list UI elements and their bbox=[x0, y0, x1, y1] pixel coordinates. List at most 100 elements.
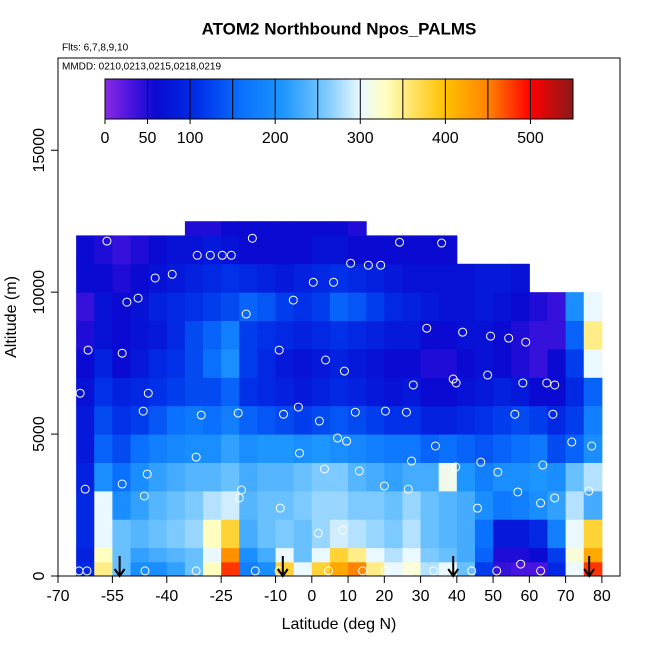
heat-cell bbox=[420, 434, 440, 463]
heat-cell bbox=[311, 235, 331, 265]
sample-point bbox=[133, 293, 143, 303]
sample-point bbox=[140, 566, 150, 576]
heat-cell bbox=[203, 292, 222, 322]
heat-cell bbox=[529, 519, 548, 549]
sample-point bbox=[548, 409, 558, 419]
heat-cell bbox=[438, 235, 458, 265]
sample-point bbox=[538, 460, 548, 470]
heat-cell bbox=[257, 561, 277, 576]
heat-cell bbox=[76, 348, 95, 378]
sample-point bbox=[346, 258, 356, 268]
heat-cell bbox=[348, 377, 367, 407]
heat-cell bbox=[166, 561, 186, 576]
subtitle: Flts: 6,7,8,9,10 bbox=[62, 43, 129, 54]
heat-cell bbox=[293, 348, 313, 378]
heat-cell bbox=[474, 348, 494, 378]
heat-cell bbox=[112, 235, 132, 265]
sample-point bbox=[380, 406, 390, 416]
heat-cell bbox=[203, 519, 222, 549]
heat-cell bbox=[148, 292, 168, 322]
heat-cell bbox=[474, 292, 494, 322]
heat-cell bbox=[366, 377, 385, 407]
heat-cell bbox=[493, 490, 512, 520]
heat-cell bbox=[311, 405, 331, 435]
heat-cell bbox=[565, 490, 585, 520]
sample-point bbox=[587, 441, 597, 451]
sample-point bbox=[117, 348, 127, 358]
heat-cell bbox=[366, 320, 385, 350]
heat-cell bbox=[166, 490, 186, 520]
heat-cell bbox=[293, 434, 313, 463]
heat-cell bbox=[493, 547, 512, 563]
heat-cell bbox=[94, 292, 113, 322]
heat-cell bbox=[130, 405, 150, 435]
heat-cell bbox=[474, 405, 494, 435]
heat-cell bbox=[583, 462, 603, 492]
heat-cell bbox=[166, 462, 186, 492]
heat-cell bbox=[438, 434, 458, 463]
heat-cell bbox=[94, 561, 113, 576]
heat-cell bbox=[203, 263, 222, 293]
x-tick-label: -55 bbox=[101, 588, 124, 605]
sample-point bbox=[82, 566, 92, 576]
heat-cell bbox=[112, 263, 132, 293]
heat-cell bbox=[511, 263, 530, 293]
heat-cell bbox=[565, 561, 585, 576]
sample-point bbox=[379, 481, 389, 491]
heat-cell bbox=[511, 490, 530, 520]
x-tick-label: 80 bbox=[593, 588, 611, 605]
heat-cell bbox=[184, 263, 204, 293]
heat-cell bbox=[366, 405, 385, 435]
heat-cell bbox=[184, 434, 204, 463]
sample-point bbox=[241, 309, 251, 319]
sample-point bbox=[403, 484, 413, 494]
sample-point bbox=[401, 407, 411, 417]
heat-cell bbox=[366, 462, 385, 492]
heat-cell bbox=[148, 263, 168, 293]
sample-point bbox=[451, 378, 461, 388]
heat-cell bbox=[511, 320, 530, 350]
heat-cell bbox=[438, 263, 458, 293]
heat-cell bbox=[456, 561, 476, 576]
sample-point bbox=[550, 493, 560, 503]
heat-cell bbox=[293, 377, 313, 407]
colorbar bbox=[104, 78, 574, 120]
heat-cell bbox=[547, 490, 567, 520]
sample-point bbox=[451, 462, 461, 472]
sample-point bbox=[102, 236, 112, 246]
heat-cell bbox=[493, 462, 512, 492]
sample-point bbox=[358, 566, 368, 576]
heat-cell bbox=[402, 320, 422, 350]
heat-cell bbox=[420, 405, 440, 435]
heat-cell bbox=[148, 405, 168, 435]
sample-point bbox=[363, 260, 373, 270]
heat-cell bbox=[420, 320, 440, 350]
sample-point bbox=[288, 295, 298, 305]
heat-cell bbox=[239, 348, 258, 378]
heat-cell bbox=[184, 221, 204, 236]
heat-cell bbox=[456, 490, 476, 520]
heat-cell bbox=[384, 292, 403, 322]
heat-cell bbox=[384, 519, 403, 549]
heat-cell bbox=[239, 377, 258, 407]
sample-point bbox=[536, 498, 546, 508]
heat-cell bbox=[384, 263, 403, 293]
heat-cell bbox=[348, 348, 367, 378]
heat-cell bbox=[94, 235, 113, 265]
heat-cell bbox=[474, 434, 494, 463]
sample-point bbox=[473, 503, 483, 513]
heat-cell bbox=[130, 235, 150, 265]
heat-cell bbox=[547, 292, 567, 322]
sample-point bbox=[143, 388, 153, 398]
heat-cell bbox=[384, 434, 403, 463]
heat-cell bbox=[329, 561, 349, 576]
heat-cell bbox=[239, 561, 258, 576]
heat-cell bbox=[275, 377, 295, 407]
heat-cell bbox=[184, 320, 204, 350]
heat-cell bbox=[547, 462, 567, 492]
sample-point bbox=[437, 238, 447, 248]
heat-cell bbox=[112, 434, 132, 463]
sample-point bbox=[536, 566, 546, 576]
heat-cell bbox=[529, 405, 548, 435]
sample-point bbox=[354, 466, 364, 476]
